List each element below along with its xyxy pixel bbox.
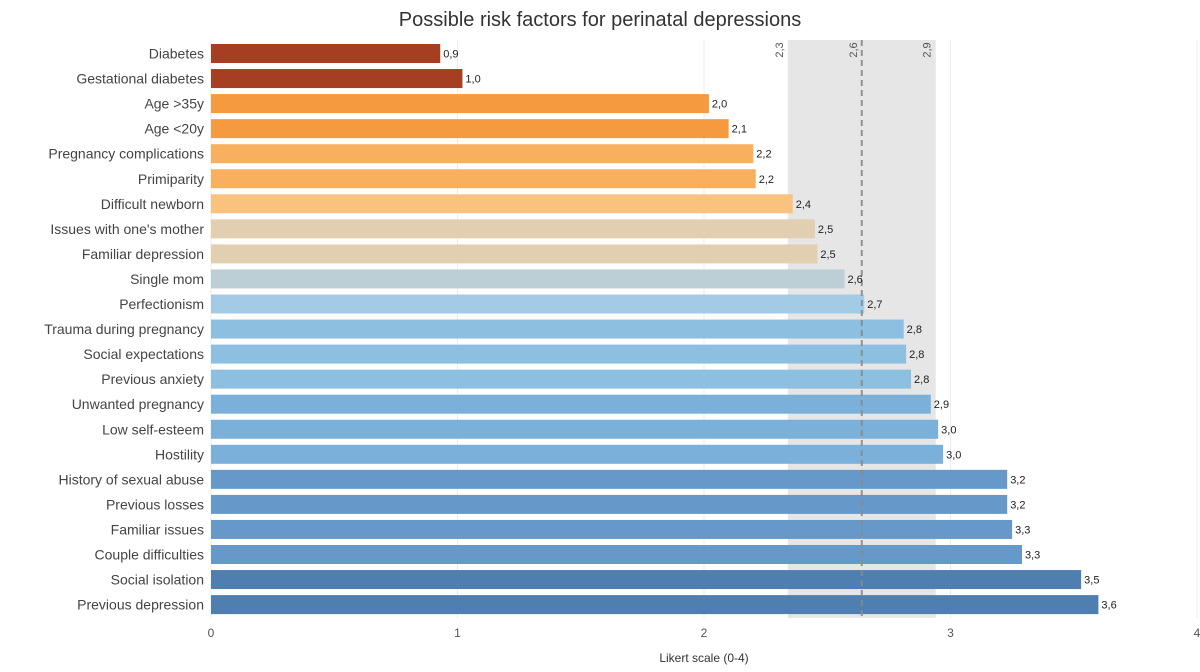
value-label: 2,2: [759, 174, 774, 186]
value-label: 3,6: [1101, 600, 1116, 612]
value-label: 3,3: [1025, 550, 1040, 562]
bar: [211, 519, 1013, 539]
category-label: Issues with one's mother: [50, 221, 204, 237]
chart-title: Possible risk factors for perinatal depr…: [399, 9, 801, 31]
bar: [211, 394, 931, 414]
bar: [211, 419, 939, 439]
value-label: 3,2: [1010, 499, 1025, 511]
value-label: 2,8: [909, 349, 924, 361]
bar: [211, 595, 1099, 615]
category-label: Couple difficulties: [95, 547, 204, 563]
category-label: History of sexual abuse: [58, 471, 204, 487]
bar: [211, 545, 1022, 564]
category-label: Previous losses: [106, 496, 204, 512]
value-label: 2,6: [848, 274, 863, 286]
category-label: Perfectionism: [119, 296, 204, 312]
bar: [211, 194, 793, 214]
value-label: 3,0: [941, 424, 956, 436]
category-label: Low self-esteem: [102, 421, 204, 437]
category-label: Previous depression: [77, 597, 204, 613]
value-label: 2,8: [907, 324, 922, 336]
category-label: Familiar depression: [82, 246, 204, 262]
bar: [211, 570, 1082, 590]
value-label: 2,5: [820, 249, 835, 261]
bar: [211, 269, 845, 289]
value-label: 3,5: [1084, 575, 1099, 587]
bar: [211, 244, 818, 264]
value-label: 2,8: [914, 374, 929, 386]
x-tick-label: 0: [208, 626, 215, 640]
category-label: Pregnancy complications: [48, 146, 204, 162]
category-label: Diabetes: [149, 46, 204, 62]
category-label: Previous anxiety: [101, 371, 204, 387]
reference-line-layer: 2,3 2,6 2,9: [774, 40, 934, 618]
band-high-label: 2,9: [922, 42, 934, 57]
x-tick-label: 1: [454, 626, 461, 640]
value-label: 2,4: [796, 199, 811, 211]
bar: [211, 494, 1008, 514]
value-label: 0,9: [443, 49, 458, 61]
bars-layer: [211, 44, 1099, 615]
bar: [211, 169, 756, 189]
value-labels-layer: 0,9 1,0 2,0 2,1 2,2 2,2 2,4 2,5 2,5 2,6 2,7 2,8 2,8 2…: [443, 49, 1116, 612]
category-label: Primiparity: [138, 171, 204, 187]
category-label: Age <20y: [144, 121, 204, 137]
reference-line-label: 2,6: [848, 42, 860, 57]
value-label: 1,0: [465, 74, 480, 86]
bar: [211, 219, 815, 239]
bar: [211, 94, 709, 114]
bar: [211, 369, 912, 389]
value-label: 2,0: [712, 99, 727, 111]
category-label: Age >35y: [144, 96, 204, 112]
value-label: 2,1: [732, 124, 747, 136]
category-label: Hostility: [155, 446, 204, 462]
bar: [211, 119, 729, 139]
band-low-label: 2,3: [774, 42, 786, 57]
category-labels-layer: Diabetes Gestational diabetes Age >35y Age …: [44, 46, 204, 613]
bar: [211, 69, 463, 89]
x-tick-label: 4: [1194, 626, 1200, 640]
bar: [211, 294, 865, 314]
value-label: 3,2: [1010, 474, 1025, 486]
bar: [211, 444, 944, 464]
x-tick-label: 2: [701, 626, 708, 640]
category-label: Difficult newborn: [101, 196, 204, 212]
value-label: 2,5: [818, 224, 833, 236]
category-label: Familiar issues: [111, 521, 204, 537]
bar: [211, 144, 754, 164]
category-label: Trauma during pregnancy: [44, 321, 204, 337]
category-label: Social isolation: [111, 572, 204, 588]
bar: [211, 344, 907, 364]
value-label: 2,2: [756, 149, 771, 161]
x-axis-title: Likert scale (0-4): [659, 651, 748, 665]
bar: [211, 469, 1008, 489]
value-label: 2,9: [934, 399, 949, 411]
value-label: 3,0: [946, 449, 961, 461]
category-label: Unwanted pregnancy: [72, 396, 204, 412]
value-label: 3,3: [1015, 524, 1030, 536]
x-tick-label: 3: [947, 626, 954, 640]
category-label: Gestational diabetes: [76, 71, 204, 87]
bar: [211, 44, 441, 63]
bar: [211, 319, 904, 339]
category-label: Social expectations: [83, 346, 204, 362]
value-label: 2,7: [867, 299, 882, 311]
x-axis-layer: 0 1 2 3 4: [208, 626, 1200, 640]
category-label: Single mom: [130, 271, 204, 287]
